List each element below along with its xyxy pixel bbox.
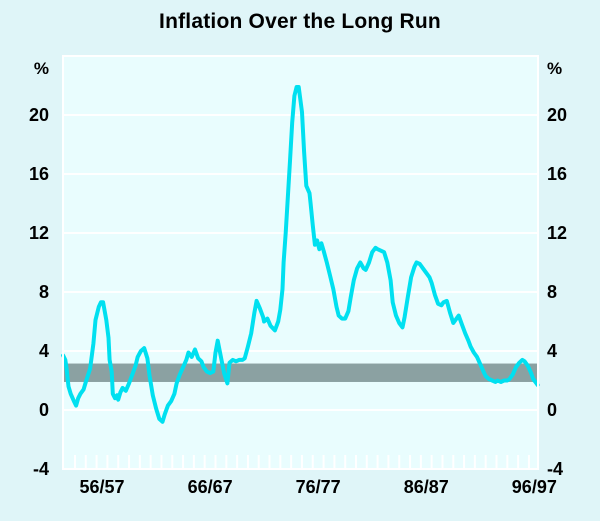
y-axis-label-right: 20 (547, 105, 567, 125)
x-axis-label: 56/57 (79, 477, 124, 497)
x-axis-label: 76/77 (296, 477, 341, 497)
y-axis-label-left: 12 (29, 223, 49, 243)
plot-border (62, 55, 539, 470)
plot-area (63, 56, 538, 469)
y-axis-label-left: 8 (39, 282, 49, 302)
y-axis-label-right: 0 (547, 400, 557, 420)
y-axis-label-left: -4 (33, 459, 49, 479)
x-axis-label: 96/97 (512, 477, 557, 497)
y-axis-label-right: 4 (547, 341, 557, 361)
y-axis-label-right: 12 (547, 223, 567, 243)
y-axis-label-right: -4 (547, 459, 563, 479)
y-axis-label-left: 4 (39, 341, 49, 361)
inflation-line (61, 85, 540, 424)
y-axis-label-left: 16 (29, 164, 49, 184)
y-axis-label-left: 0 (39, 400, 49, 420)
y-axis-label-left: 20 (29, 105, 49, 125)
chart-title: Inflation Over the Long Run (159, 10, 441, 33)
y-axis-label-right: 8 (547, 282, 557, 302)
x-axis-label: 86/87 (404, 477, 449, 497)
percent-label-right: % (547, 59, 562, 78)
y-axis-label-right: 16 (547, 164, 567, 184)
percent-label-left: % (34, 59, 49, 78)
x-axis-label: 66/67 (188, 477, 233, 497)
